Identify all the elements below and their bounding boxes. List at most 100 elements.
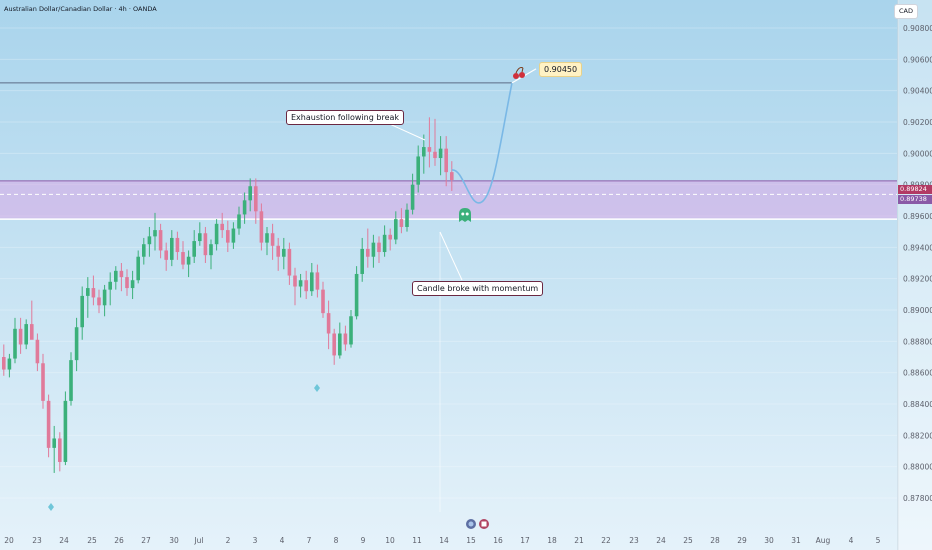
candle-body [293,275,297,287]
x-tick-label: 16 [493,536,503,545]
x-tick-label: 24 [656,536,666,545]
x-tick-label: 10 [385,536,395,545]
candle-body [35,339,40,364]
x-tick-label: 7 [307,536,312,545]
candle-body [125,277,129,289]
candle-body [433,151,437,159]
y-tick-label: 0.88400 [903,400,932,409]
candle-body [58,438,62,462]
ghost-eye [465,212,469,216]
candle-body [366,248,370,257]
candle-body [231,228,236,243]
y-tick-label: 0.88600 [903,369,932,378]
x-tick-label: 2 [226,536,231,545]
x-tick-label: 20 [4,536,14,545]
candle-body [52,438,56,448]
candle-body [321,289,325,314]
candle-body [226,230,230,243]
candle-body [270,233,275,246]
candle-body [405,209,409,227]
price-tag-upper: 0.89824 [898,185,932,194]
candle-body [332,333,336,356]
y-tick-label: 0.89000 [903,306,932,315]
candle-body [360,248,364,274]
candle-body [46,400,51,448]
price-tag-lower: 0.89738 [898,195,932,204]
candle-body [377,242,381,253]
y-tick-label: 0.88200 [903,431,932,440]
candle-body [108,281,112,290]
chart-title: Australian Dollar/Canadian Dollar · 4h ·… [4,5,157,13]
x-tick-label: 30 [764,536,774,545]
candle-body [203,233,208,256]
candle-body [97,297,101,306]
candle-body [315,272,320,290]
markers [48,67,525,529]
candle-body [237,214,241,229]
candle-body [136,256,140,281]
x-tick-label: 15 [466,536,476,545]
x-tick-label: 11 [412,536,422,545]
supply-demand-zone [0,180,897,220]
candle-body [326,313,331,334]
candle-body [298,280,303,287]
candle-body [259,211,264,243]
candle-body [282,248,286,257]
candle-body [394,219,398,240]
candle-body [399,219,404,227]
x-tick-label: 26 [114,536,124,545]
y-tick-label: 0.90200 [903,118,932,127]
x-tick-label: 23 [629,536,639,545]
x-tick-label: 29 [737,536,747,545]
candle-body [220,223,224,231]
candle-body [343,333,348,345]
y-tick-label: 0.90800 [903,24,932,33]
exhaustion-callout: Exhaustion following break [286,110,405,125]
y-tick-label: 0.90400 [903,87,932,96]
x-tick-label: 5 [876,536,881,545]
candle-body [7,358,12,370]
x-tick-label: 31 [791,536,801,545]
x-tick-label: 17 [520,536,530,545]
x-tick-label: 27 [141,536,151,545]
momentum-callout: Candle broke with momentum [412,281,544,296]
candle-body [86,288,90,296]
candle-body [192,241,196,257]
cherry-stem [515,67,524,74]
candle-body [114,270,118,282]
y-tick-label: 0.90000 [903,149,932,158]
candle-body [416,156,420,185]
candle-body [63,400,68,462]
low-marker-diamond [314,384,320,392]
candle-body [119,270,124,278]
candle-body [304,280,308,292]
candle-body [214,223,219,245]
candle-body [181,252,185,265]
candle-body [382,234,387,253]
candle-body [265,233,269,243]
y-tick-label: 0.87800 [903,494,932,503]
candle-body [91,288,96,298]
event-icon-inner [481,521,487,527]
x-tick-label: 18 [547,536,557,545]
x-tick-label: 23 [32,536,42,545]
candle-body [153,230,157,237]
candle-body [371,242,376,257]
x-tick-label: 4 [849,536,854,545]
x-tick-label: 14 [439,536,449,545]
candle-body [175,237,180,253]
currency-button[interactable]: CAD [894,4,918,19]
candle-body [254,186,258,212]
candle-body [158,230,163,251]
ghost-icon [459,208,471,222]
x-tick-label: 21 [574,536,584,545]
candle-body [410,184,415,210]
candle-body [287,248,292,276]
candle-body [74,327,79,361]
candle-body [198,233,202,242]
x-tick-label: 28 [710,536,720,545]
x-tick-label: 4 [280,536,285,545]
x-tick-label: 3 [253,536,258,545]
